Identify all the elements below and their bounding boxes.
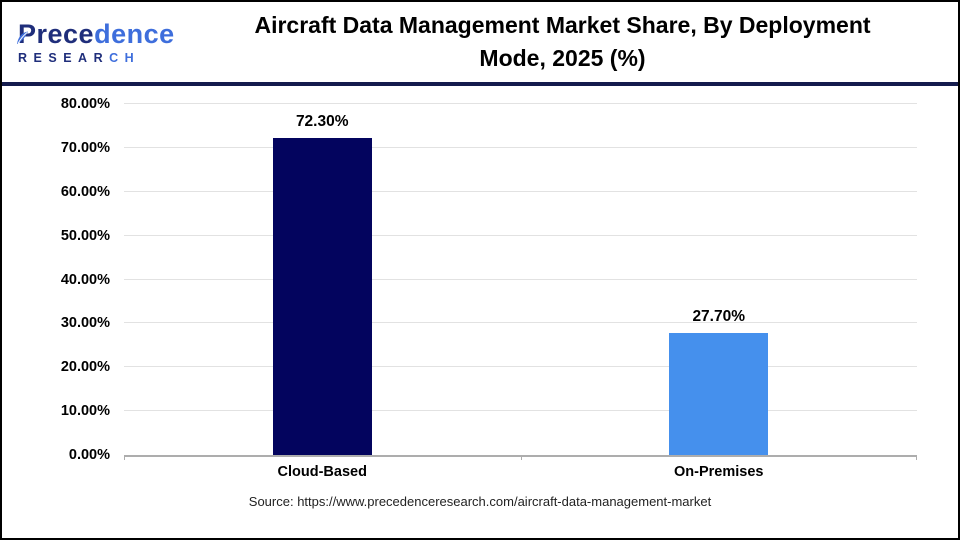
logo-brand-light: dence <box>94 18 175 49</box>
gridline <box>124 146 917 148</box>
logo-brand-text: Precedence <box>18 19 197 49</box>
x-axis-tick <box>916 455 917 460</box>
logo-research-text: RESEARCH <box>18 50 197 66</box>
bar-value-label: 27.70% <box>692 308 746 326</box>
y-axis-tick-label: 70.00% <box>60 139 110 156</box>
y-axis-tick-label: 60.00% <box>60 183 110 200</box>
bar-value-label: 72.30% <box>295 112 349 130</box>
x-category-label: Cloud-Based <box>277 464 367 480</box>
x-axis-tick <box>520 455 522 460</box>
logo-research-light: CH <box>109 50 141 65</box>
y-axis-tick-label: 80.00% <box>60 96 110 112</box>
chart-title-line-2: Mode, 2025 (%) <box>479 45 646 71</box>
bar-cloud-based <box>272 137 372 455</box>
y-axis-tick-label: 0.00% <box>68 447 110 463</box>
gridline <box>124 278 917 280</box>
x-axis-labels: Cloud-Based On-Premises <box>124 464 917 480</box>
y-axis-tick-label: 30.00% <box>60 315 110 332</box>
logo-research-dark: RESEAR <box>18 50 110 65</box>
footer: Source: https://www.precedenceresearch.c… <box>2 494 958 509</box>
plot-area: 0.00% 10.00% 20.00% 30.00% 40.00% 50.00% 60.00… <box>61 96 917 463</box>
gridline <box>124 366 917 368</box>
y-axis-tick-label: 20.00% <box>60 359 110 376</box>
bar-on-premises <box>669 333 769 455</box>
chart-section: 0.00% 10.00% 20.00% 30.00% 40.00% 50.00% 60.00… <box>2 86 958 480</box>
gridline <box>124 410 917 412</box>
gridline <box>124 234 917 236</box>
x-axis-tick <box>124 455 125 460</box>
logo-brand-dark: Prece <box>18 18 95 49</box>
x-category-label: On-Premises <box>674 464 764 480</box>
y-axis-tick-label: 40.00% <box>60 271 110 288</box>
header: Precedence RESEARCH Aircraft Data Manage… <box>2 2 958 86</box>
y-axis-tick-label: 10.00% <box>60 403 110 420</box>
chart-title: Aircraft Data Management Market Share, B… <box>197 9 958 75</box>
y-axis-tick-label: 50.00% <box>60 227 110 244</box>
gridline <box>124 322 917 324</box>
gridline <box>124 103 917 104</box>
source-attribution: Source: https://www.precedenceresearch.c… <box>248 494 712 509</box>
chart-title-line-1: Aircraft Data Management Market Share, B… <box>254 12 871 38</box>
precedence-research-logo: Precedence RESEARCH <box>2 19 197 66</box>
gridline <box>124 190 917 192</box>
